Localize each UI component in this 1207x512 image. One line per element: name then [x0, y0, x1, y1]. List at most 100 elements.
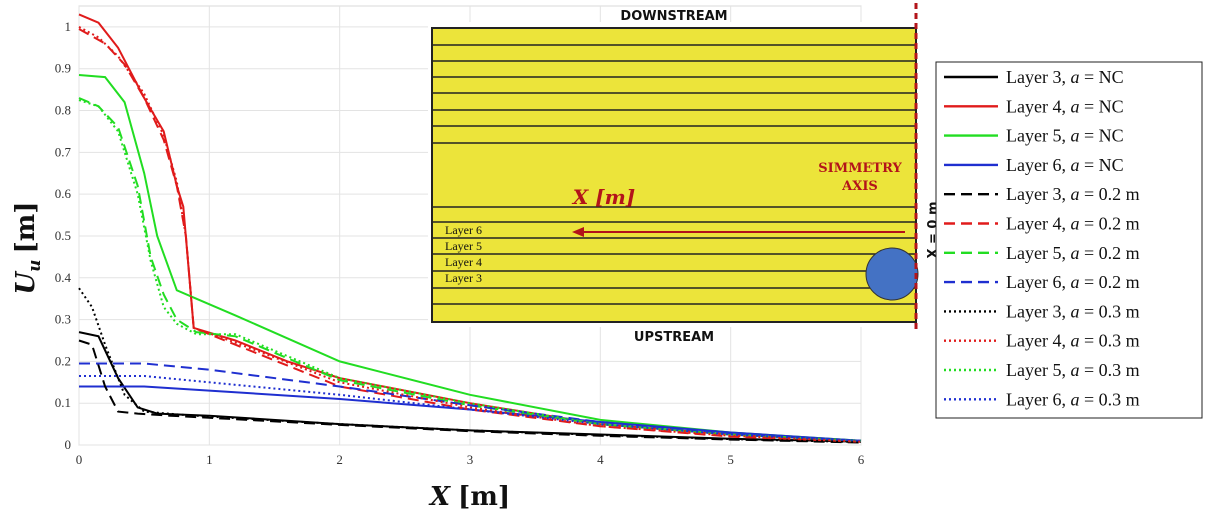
schematic-pile-circle: [865, 247, 919, 301]
y-tick-label: 0.8: [55, 103, 71, 118]
legend-label: Layer 6, a = 0.3 m: [1006, 389, 1140, 409]
legend-layer-text: Layer 6,: [1006, 389, 1070, 409]
series-line-1: [78, 331, 862, 443]
y-tick-label: 1: [65, 19, 72, 34]
y-axis-title-main: U: [11, 271, 41, 295]
legend-value: = NC: [1084, 96, 1124, 116]
legend-label: Layer 6, a = NC: [1006, 155, 1124, 175]
legend-value: = NC: [1084, 155, 1124, 175]
legend-symbol: a: [1070, 96, 1084, 116]
x-tick-label: 5: [727, 452, 734, 467]
legend-value: = 0.2 m: [1084, 243, 1140, 263]
legend-value: = 0.3 m: [1084, 331, 1140, 351]
legend-layer-text: Layer 6,: [1006, 155, 1070, 175]
legend-layer-text: Layer 5,: [1006, 126, 1070, 146]
x-tick-label: 6: [858, 452, 865, 467]
y-tick-label: 0: [65, 437, 72, 452]
x-tick-label: 0: [76, 452, 83, 467]
legend-symbol: a: [1070, 272, 1084, 292]
y-axis-title-sub: u: [25, 260, 45, 272]
series-line-8: [79, 362, 862, 442]
schematic-layer-3-label: Layer 3: [445, 271, 482, 285]
legend-layer-text: Layer 6,: [1006, 272, 1070, 292]
legend-symbol: a: [1070, 331, 1084, 351]
legend-layer-text: Layer 5,: [1006, 243, 1070, 263]
legend-layer-text: Layer 3,: [1006, 184, 1070, 204]
legend-label: Layer 6, a = 0.2 m: [1006, 272, 1140, 292]
legend-symbol: a: [1070, 67, 1084, 87]
y-tick-label: 0.9: [55, 61, 71, 76]
legend-label: Layer 3, a = NC: [1006, 67, 1124, 87]
legend-layer-text: Layer 4,: [1006, 214, 1070, 234]
series-line-6: [78, 28, 862, 443]
legend-box: [935, 61, 1203, 419]
legend-symbol: a: [1070, 389, 1084, 409]
series-line-11: [78, 99, 862, 442]
y-axis-title-unit: [m]: [11, 201, 41, 253]
legend-label: Layer 3, a = 0.2 m: [1006, 184, 1140, 204]
legend-label: Layer 4, a = 0.3 m: [1006, 331, 1140, 351]
series-line-3: [78, 74, 862, 442]
y-tick-label: 0.4: [55, 270, 72, 285]
x-tick-label: 1: [206, 452, 213, 467]
legend-value: = 0.3 m: [1084, 389, 1140, 409]
series-lines: [78, 13, 862, 444]
axis-ticks: 0 1 2 3 4 5 6 0 0.1 0.2 0.3 0.4 0.5 0.6 0.7 0.8 0.9 1: [55, 19, 865, 467]
legend-symbol: a: [1070, 126, 1084, 146]
legend-value: = 0.2 m: [1084, 214, 1140, 234]
schematic-x-arrow-head: [572, 227, 584, 237]
y-tick-label: 0.1: [55, 395, 71, 410]
series-line-5: [78, 339, 862, 444]
x-axis-title: X [m]: [428, 482, 510, 512]
legend-label: Layer 5, a = 0.2 m: [1006, 243, 1140, 263]
schematic-layer-4-label: Layer 4: [445, 255, 482, 269]
legend-layer-text: Layer 3,: [1006, 67, 1070, 87]
legend-label: Layer 4, a = NC: [1006, 96, 1124, 116]
series-line-12: [79, 375, 862, 442]
schematic-layer-lines: [432, 44, 916, 305]
legend-value: = 0.2 m: [1084, 272, 1140, 292]
legend-layer-text: Layer 4,: [1006, 331, 1070, 351]
legend-label: Layer 5, a = NC: [1006, 126, 1124, 146]
x-axis-title-main: X: [428, 482, 452, 512]
legend-value: = 0.2 m: [1084, 184, 1140, 204]
legend-value: = NC: [1084, 126, 1124, 146]
legend-symbol: a: [1070, 243, 1084, 263]
legend-label: Layer 3, a = 0.3 m: [1006, 301, 1140, 321]
schematic-x-arrow-label: X [m]: [571, 185, 636, 209]
y-axis-title: Uu [m]: [11, 201, 45, 294]
legend-layer-text: Layer 4,: [1006, 96, 1070, 116]
legend-label: Layer 4, a = 0.2 m: [1006, 214, 1140, 234]
series-line-10: [78, 26, 862, 443]
legend-symbol: a: [1070, 214, 1084, 234]
schematic-layer-6-label: Layer 6: [445, 223, 482, 237]
legend-layer-text: Layer 3,: [1006, 301, 1070, 321]
legend-label: Layer 5, a = 0.3 m: [1006, 360, 1140, 380]
schematic-upstream-label: UPSTREAM: [634, 330, 714, 345]
x-tick-label: 4: [597, 452, 604, 467]
legend-symbol: a: [1070, 301, 1084, 321]
legend-symbol: a: [1070, 184, 1084, 204]
y-tick-label: 0.3: [55, 312, 71, 327]
legend-symbol: a: [1070, 155, 1084, 175]
legend-value: = 0.3 m: [1084, 301, 1140, 321]
y-tick-label: 0.5: [55, 228, 71, 243]
schematic-inset: DOWNSTREAM UPSTREAM SIMMETRY AXIS X [m] …: [428, 3, 941, 345]
symmetry-axis-label-2: AXIS: [841, 179, 878, 194]
x-tick-label: 2: [336, 452, 343, 467]
legend-symbol: a: [1070, 360, 1084, 380]
y-tick-label: 0.7: [55, 144, 72, 159]
symmetry-axis-label-1: SIMMETRY: [818, 161, 902, 176]
legend-value: = NC: [1084, 67, 1124, 87]
series-line-9: [78, 287, 862, 444]
legend-layer-text: Layer 5,: [1006, 360, 1070, 380]
schematic-downstream-label: DOWNSTREAM: [620, 9, 727, 24]
schematic-layer-5-label: Layer 5: [445, 239, 482, 253]
x-axis-title-unit: [m]: [458, 482, 510, 512]
legend-value: = 0.3 m: [1084, 360, 1140, 380]
y-tick-label: 0.6: [55, 186, 72, 201]
y-tick-label: 0.2: [55, 353, 71, 368]
